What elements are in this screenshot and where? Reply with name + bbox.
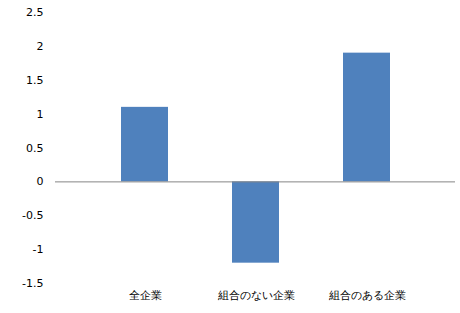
svg-text:0.5: 0.5 — [26, 142, 44, 155]
svg-text:-1.5: -1.5 — [22, 277, 43, 290]
svg-text:2.5: 2.5 — [26, 6, 44, 19]
svg-text:組合のある企業: 組合のある企業 — [328, 289, 406, 302]
svg-text:-1: -1 — [33, 243, 44, 256]
svg-text:2: 2 — [37, 40, 44, 53]
svg-text:1.5: 1.5 — [26, 74, 44, 87]
svg-text:-0.5: -0.5 — [22, 209, 43, 222]
svg-text:全企業: 全企業 — [129, 289, 162, 302]
svg-text:組合のない企業: 組合のない企業 — [217, 289, 295, 302]
svg-text:1: 1 — [37, 108, 44, 121]
svg-text:0: 0 — [37, 175, 44, 188]
